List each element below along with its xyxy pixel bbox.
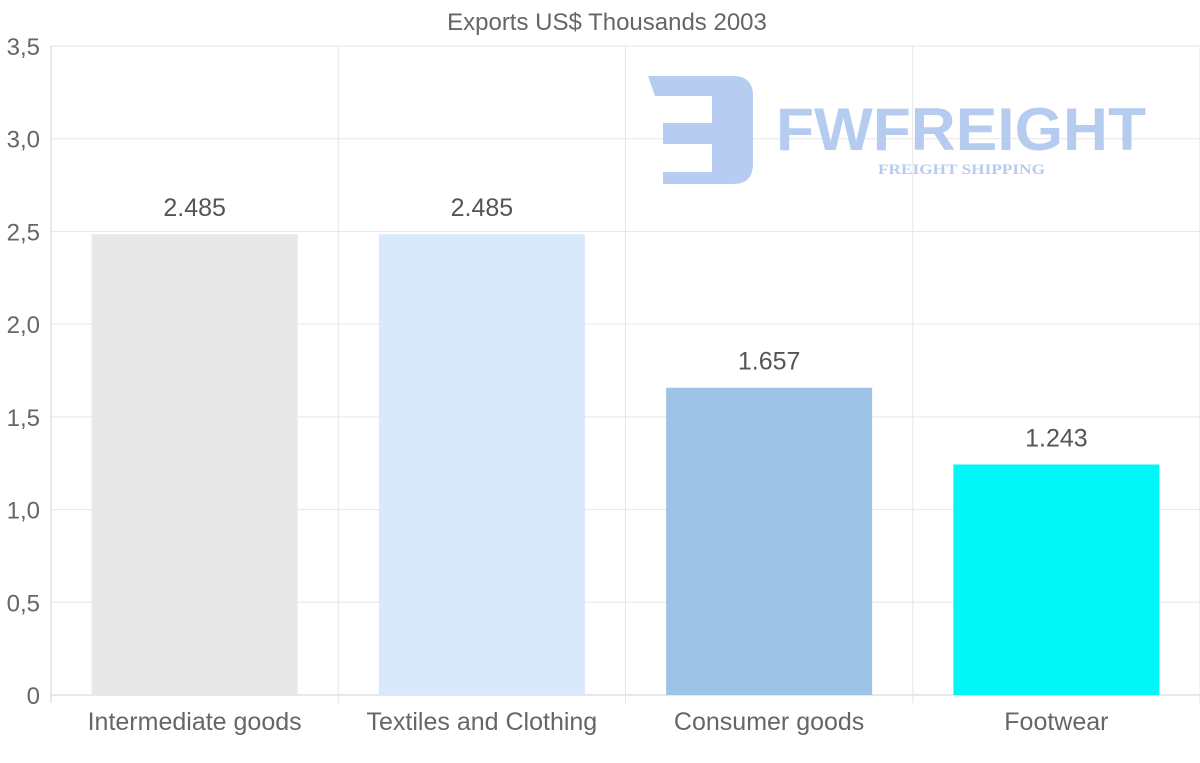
bars: [91, 234, 1160, 695]
bar: [666, 387, 873, 695]
fw-logo-mark-icon: [648, 76, 753, 184]
watermark-brand: FWFREIGHT: [776, 96, 1146, 163]
y-tick-label: 1,0: [7, 498, 40, 525]
bar-value-label: 1.657: [738, 348, 801, 376]
x-tick-label: Intermediate goods: [88, 708, 302, 736]
y-tick-label: 0,5: [7, 590, 40, 617]
bar-value-label: 2.485: [163, 194, 226, 222]
y-tick-label: 2,5: [7, 219, 40, 246]
bar: [953, 464, 1160, 695]
x-tick-label: Textiles and Clothing: [367, 708, 598, 736]
watermark-logo: FWFREIGHT FREIGHT SHIPPING: [648, 76, 1146, 184]
x-axis-ticks: Intermediate goods Textiles and Clothing C…: [88, 708, 1109, 736]
data-labels: 2.485 2.485 1.657 1.243: [163, 194, 1087, 452]
y-tick-label: 2,0: [7, 312, 40, 339]
bar-value-label: 1.243: [1025, 425, 1088, 453]
y-tick-label: 0: [27, 683, 40, 710]
bar: [378, 234, 585, 695]
watermark-tagline: FREIGHT SHIPPING: [878, 162, 1045, 178]
y-axis-ticks: 0 0,5 1,0 1,5 2,0 2,5 3,0 3,5: [7, 34, 40, 710]
x-tick-label: Consumer goods: [674, 708, 864, 736]
bar-value-label: 2.485: [451, 194, 514, 222]
x-tick-label: Footwear: [1004, 708, 1108, 736]
y-tick-label: 3,5: [7, 34, 40, 61]
bar: [91, 234, 298, 695]
chart-title: Exports US$ Thousands 2003: [447, 9, 767, 36]
y-tick-label: 3,0: [7, 127, 40, 154]
y-tick-label: 1,5: [7, 405, 40, 432]
